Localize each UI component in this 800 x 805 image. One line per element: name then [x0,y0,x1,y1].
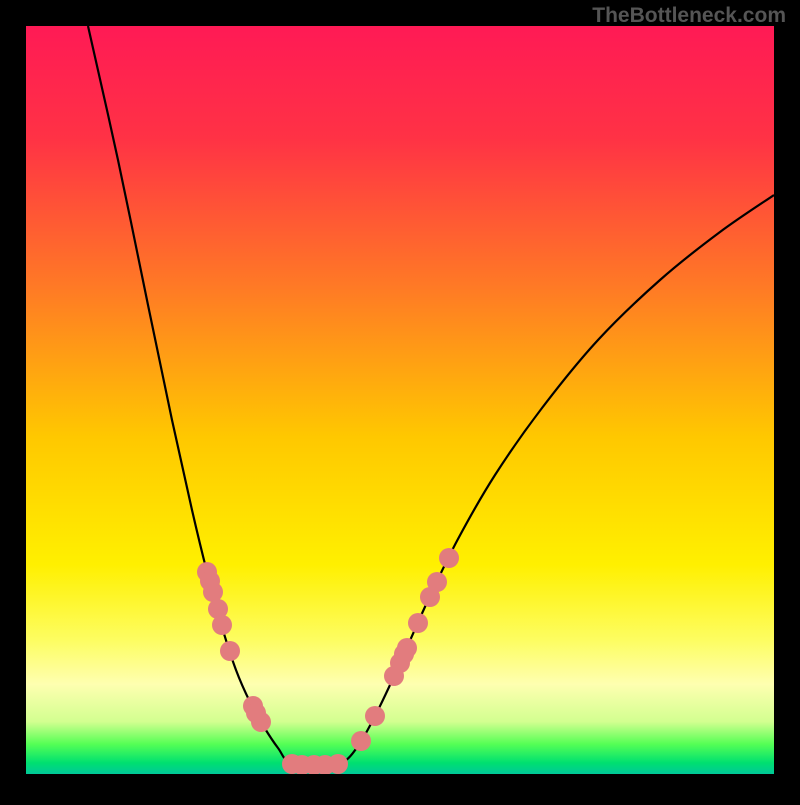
data-marker [251,712,271,732]
data-marker [328,754,348,774]
chart-svg [0,0,800,800]
data-marker [203,582,223,602]
data-marker [212,615,232,635]
data-marker [408,613,428,633]
data-marker [365,706,385,726]
data-marker [439,548,459,568]
data-marker [427,572,447,592]
data-marker [397,638,417,658]
watermark: TheBottleneck.com [592,4,786,28]
data-marker [220,641,240,661]
data-marker [351,731,371,751]
chart-container [0,0,800,800]
